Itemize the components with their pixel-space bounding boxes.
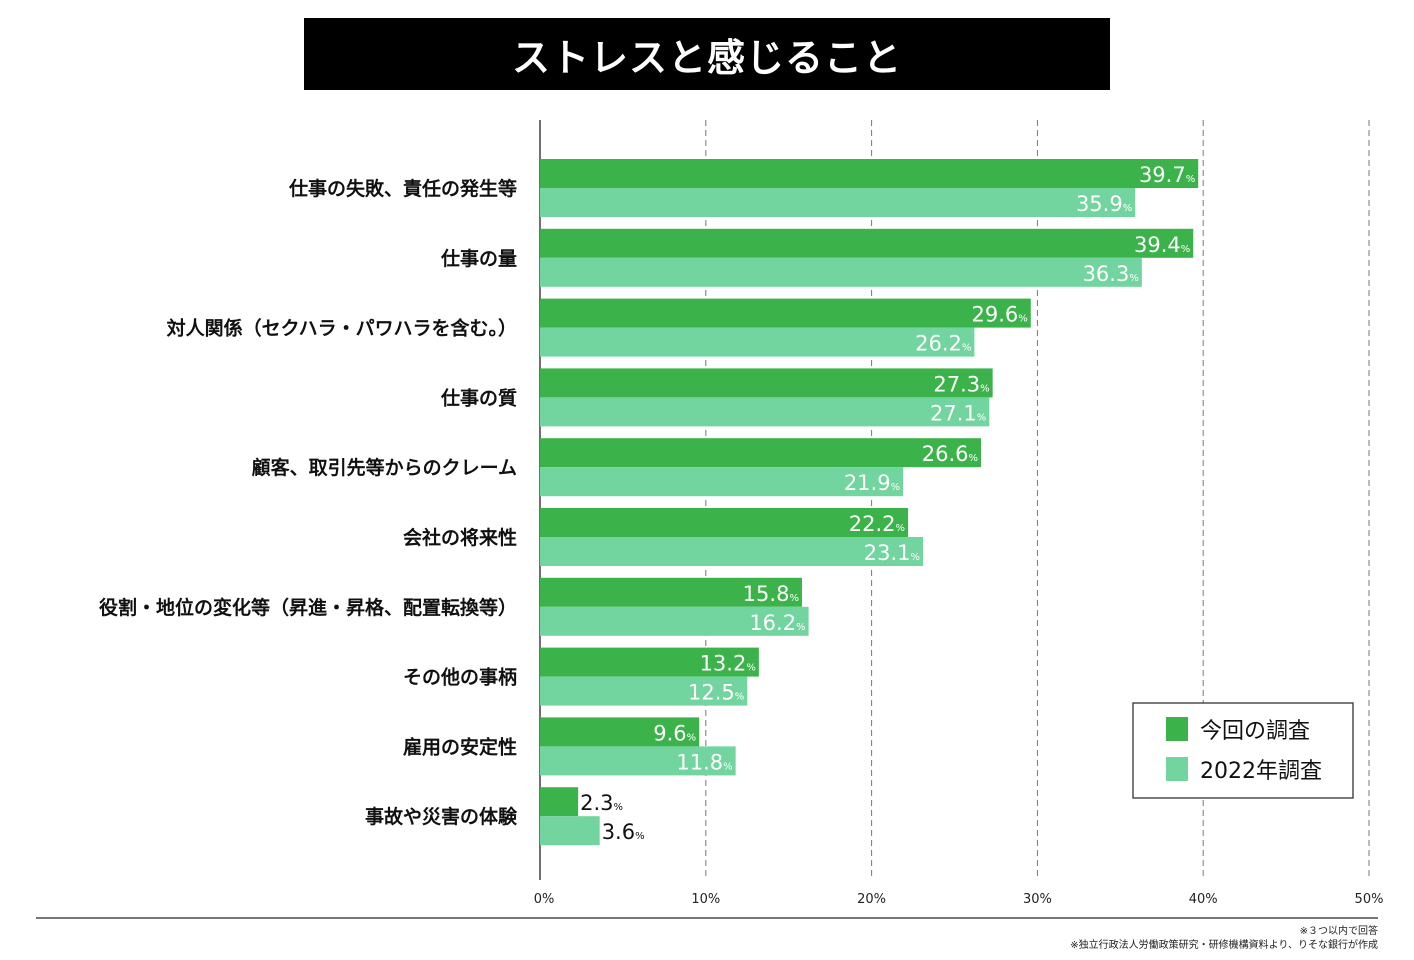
bar [540,647,759,677]
data-label: 21.9% [844,471,900,495]
category-label: 事故や災害の体験 [365,805,518,828]
bar [540,577,802,607]
bar [540,368,993,398]
footnote-2: ※独立行政法人労働政策研究・研修機構資料より、りそな銀行が作成 [1070,940,1378,951]
footnotes: ※３つ以内で回答 ※独立行政法人労働政策研究・研修機構資料より、りそな銀行が作成 [1070,925,1378,953]
category-label: 対人関係（セクハラ・パワハラを含む。） [166,317,517,340]
x-tick-label: 40% [1189,892,1218,907]
data-label: 22.2% [849,512,905,536]
legend-swatch [1166,717,1188,741]
category-label: 仕事の質 [440,386,517,409]
category-label: 役割・地位の変化等（昇進・昇格、配置転換等） [99,596,517,619]
x-tick-label: 30% [1023,892,1052,907]
data-label: 27.3% [933,372,989,396]
x-tick-label: 10% [691,892,720,907]
data-label: 29.6% [971,303,1027,327]
data-label: 12.5% [688,681,744,705]
bar [540,228,1194,258]
data-label: 11.8% [676,750,732,774]
category-label: 会社の将来性 [403,526,517,549]
bar [540,397,990,427]
footnote-1: ※３つ以内で回答 [1299,926,1378,937]
data-label: 9.6% [653,721,696,745]
data-label: 3.6% [602,820,645,844]
bar [540,257,1142,287]
bar [540,298,1031,328]
bar [540,717,700,747]
data-label: 23.1% [864,541,920,565]
data-label: 2.3% [580,791,623,815]
data-label: 39.7% [1139,163,1195,187]
data-label: 13.2% [700,652,756,676]
category-label: 仕事の失敗、責任の発生等 [288,177,517,200]
bar [540,676,748,706]
bar [540,746,736,776]
bar [540,537,923,566]
bar [540,508,909,537]
data-label: 15.8% [743,582,799,606]
bar [540,467,904,497]
data-label: 39.4% [1134,233,1190,257]
data-label: 26.2% [915,332,971,356]
data-label: 36.3% [1083,262,1139,286]
data-label: 27.1% [930,401,986,425]
bar [540,327,975,357]
bar [540,438,982,468]
category-label: 雇用の安定性 [403,735,517,758]
bar [540,188,1136,217]
category-label: 仕事の量 [440,247,517,270]
x-tick-label: 0% [534,892,555,907]
category-label: その他の事柄 [403,666,517,689]
bar [540,816,600,846]
data-label: 16.2% [749,611,805,635]
bar [540,606,809,636]
legend-swatch [1166,757,1188,781]
x-tick-label: 50% [1355,892,1384,907]
bar [540,787,579,817]
data-label: 26.6% [922,442,978,466]
bar [540,159,1199,188]
chart-title: ストレスと感じること [304,18,1110,90]
legend-label: 今回の調査 [1200,719,1310,744]
category-label: 顧客、取引先等からのクレーム [252,456,517,479]
legend-label: 2022年調査 [1200,759,1322,784]
x-tick-label: 20% [857,892,886,907]
data-label: 35.9% [1076,192,1132,216]
